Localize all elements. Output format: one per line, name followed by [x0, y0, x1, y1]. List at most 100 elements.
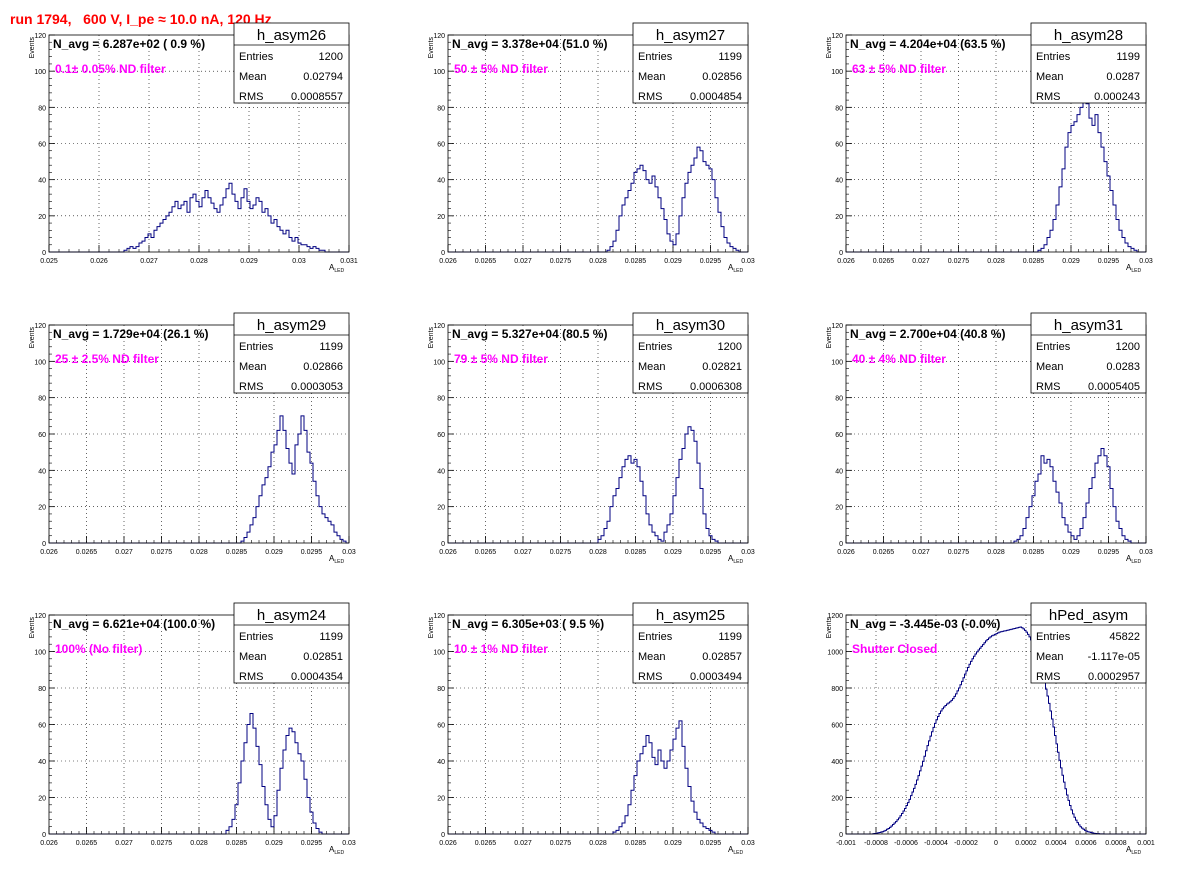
x-tick-label: 0.026: [40, 549, 58, 556]
stat-value: 0.000243: [1094, 91, 1140, 103]
x-tick-label: 0.0295: [301, 549, 323, 556]
navg-label: N_avg = 5.327e+04 (80.5 %): [452, 327, 607, 341]
histogram-name: h_asym28: [1054, 27, 1123, 44]
x-tick-label: 0.0285: [226, 549, 248, 556]
y-tick-label: 0: [441, 832, 445, 839]
y-axis-label: Events: [826, 327, 833, 349]
x-tick-label: 0.0275: [550, 258, 572, 265]
stat-value: 1200: [718, 341, 742, 353]
x-tick-label: 0.03: [342, 549, 356, 556]
x-tick-label: 0.0265: [475, 840, 497, 847]
y-axis-label: Events: [428, 327, 435, 349]
x-tick-label: 0.027: [115, 549, 133, 556]
x-tick-label: 0.029: [265, 840, 283, 847]
navg-label: N_avg = 4.204e+04 (63.5 %): [850, 37, 1005, 51]
x-tick-label: 0.001: [1137, 840, 1155, 847]
plot-frame: [447, 614, 749, 835]
y-axis-label: Events: [428, 37, 435, 59]
stat-value: 0.0005405: [1088, 381, 1140, 393]
y-tick-label: 40: [437, 759, 445, 766]
stat-value: 0.0283: [1106, 361, 1140, 373]
stat-label: Entries: [638, 631, 673, 643]
stat-label: Entries: [1036, 341, 1071, 353]
y-tick-label: 80: [38, 686, 46, 693]
y-tick-label: 80: [38, 396, 46, 403]
stat-value: -1.117e-05: [1088, 651, 1140, 663]
x-tick-label: 0.0275: [550, 840, 572, 847]
x-tick-label: 0.029: [1062, 258, 1080, 265]
stat-value: 0.0287: [1106, 71, 1140, 83]
y-tick-label: 0: [42, 250, 46, 257]
stat-value: 1199: [718, 631, 742, 643]
y-tick-label: 20: [835, 505, 843, 512]
x-tick-label: -0.0006: [894, 840, 918, 847]
x-tick-label: -0.0008: [864, 840, 888, 847]
y-tick-label: 60: [38, 142, 46, 149]
x-tick-label: 0.0295: [700, 840, 722, 847]
x-tick-label: 0.0295: [1098, 549, 1120, 556]
stat-value: 0.02866: [303, 361, 343, 373]
stat-value: 1199: [319, 631, 343, 643]
stat-value: 1200: [319, 51, 343, 63]
navg-label: N_avg = 6.305e+03 ( 9.5 %): [452, 617, 604, 631]
x-tick-label: 0.0275: [948, 549, 970, 556]
stat-label: Entries: [239, 631, 274, 643]
x-tick-label: 0.0275: [151, 840, 173, 847]
y-tick-label: 80: [437, 105, 445, 112]
x-tick-label: 0.028: [190, 258, 208, 265]
y-tick-label: 0: [42, 541, 46, 548]
x-tick-label: 0.03: [1139, 549, 1153, 556]
filter-label: 50 ± 5% ND filter: [454, 62, 548, 76]
x-tick-label: 0.0285: [625, 840, 647, 847]
navg-label: N_avg = 6.287e+02 ( 0.9 %): [53, 37, 205, 51]
filter-label: 0.1± 0.05% ND filter: [55, 62, 166, 76]
y-tick-label: 80: [437, 686, 445, 693]
x-tick-label: 0.028: [589, 840, 607, 847]
stat-value: 1199: [718, 51, 742, 63]
histogram-name: h_asym25: [656, 607, 725, 624]
x-tick-label: 0.03: [342, 840, 356, 847]
x-tick-label: 0.029: [664, 549, 682, 556]
y-tick-label: 20: [38, 214, 46, 221]
plot-frame: [845, 34, 1147, 253]
y-tick-label: 200: [831, 796, 843, 803]
y-tick-label: 20: [835, 214, 843, 221]
plot-frame: [845, 324, 1147, 544]
x-tick-label: 0.0004: [1045, 840, 1067, 847]
stat-label: Entries: [638, 51, 673, 63]
stat-value: 0.0004854: [690, 91, 742, 103]
stats-box: [1030, 602, 1147, 684]
x-tick-label: 0.0285: [625, 258, 647, 265]
filter-label: 25 ± 2.5% ND filter: [55, 352, 159, 366]
x-tick-label: 0.0265: [76, 840, 98, 847]
stats-box: [233, 312, 350, 394]
x-axis-label: ALED: [1126, 554, 1141, 565]
y-tick-label: 1000: [827, 650, 843, 657]
x-tick-label: 0.027: [115, 840, 133, 847]
x-tick-label: 0.0002: [1015, 840, 1037, 847]
y-tick-label: 20: [38, 796, 46, 803]
histogram-name: hPed_asym: [1049, 607, 1128, 624]
histogram-panel-h_asym29: 0 20 40 60 80 100 120 0.026 0.0265 0.027 0.0275 0.0…: [29, 312, 356, 565]
plot-frame: [48, 324, 350, 544]
x-axis-label: ALED: [1126, 263, 1141, 274]
x-tick-label: 0.03: [741, 549, 755, 556]
x-tick-label: 0.0275: [948, 258, 970, 265]
y-tick-label: 120: [831, 33, 843, 40]
x-tick-label: 0.0265: [475, 549, 497, 556]
x-tick-label: 0.027: [912, 258, 930, 265]
stat-label: Mean: [239, 71, 267, 83]
stat-label: Entries: [638, 341, 673, 353]
y-tick-label: 120: [34, 323, 46, 330]
y-tick-label: 100: [831, 359, 843, 366]
stat-value: 0.0002957: [1088, 671, 1140, 683]
y-axis-label: Events: [29, 327, 36, 349]
plot-frame: [447, 34, 749, 253]
plot-frame: [447, 324, 749, 544]
histogram-panel-h_asym25: 0 20 40 60 80 100 120 0.026 0.0265 0.027 0.0275 0.0…: [428, 602, 755, 856]
stat-label: Mean: [239, 651, 267, 663]
filter-label: 100% (No filter): [55, 642, 142, 656]
histogram-name: h_asym24: [257, 607, 326, 624]
navg-label: N_avg = -3.445e-03 (-0.0%): [850, 617, 1000, 631]
histogram-name: h_asym26: [257, 27, 326, 44]
